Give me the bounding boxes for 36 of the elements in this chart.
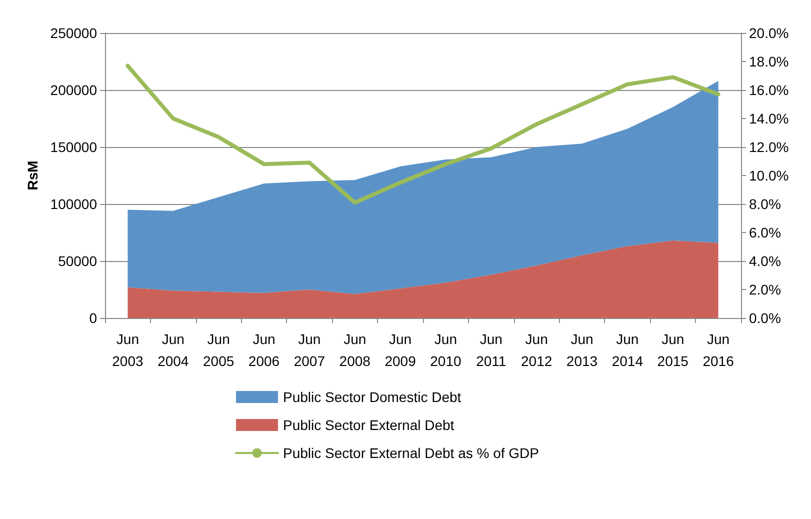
y2-tick-label: 4.0% <box>749 253 781 269</box>
y2-tick-label: 12.0% <box>749 139 789 155</box>
x-tick-label: Jun 2005 <box>202 331 234 369</box>
x-tick-label: Jun 2008 <box>339 331 371 369</box>
y-tick-label: 250000 <box>50 25 98 41</box>
y2-tick-label: 0.0% <box>749 310 781 326</box>
legend-label: Public Sector External Debt as % of GDP <box>283 445 539 461</box>
legend-label: Public Sector Domestic Debt <box>283 389 462 405</box>
x-tick-label: Jun 2006 <box>248 331 280 369</box>
x-tick-label: Jun 2012 <box>520 331 552 369</box>
x-tick-label: Jun 2015 <box>657 331 689 369</box>
x-tick-label: Jun 2007 <box>294 331 326 369</box>
y-tick-label: 200000 <box>50 82 98 98</box>
y-tick-label: 100000 <box>50 196 98 212</box>
x-tick-label: Jun 2003 <box>112 331 144 369</box>
y2-tick-label: 6.0% <box>749 224 781 240</box>
legend-label: Public Sector External Debt <box>283 417 454 433</box>
y-tick-label: 50000 <box>58 253 98 269</box>
y2-tick-label: 14.0% <box>749 110 789 126</box>
x-tick-label: Jun 2014 <box>612 331 644 369</box>
y2-tick-label: 8.0% <box>749 196 781 212</box>
y-tick-label: 0 <box>89 310 98 326</box>
y2-tick-label: 10.0% <box>749 168 789 184</box>
y2-tick-label: 18.0% <box>749 54 789 70</box>
y2-tick-label: 20.0% <box>749 25 789 41</box>
y2-tick-label: 16.0% <box>749 82 789 98</box>
y-tick-label: 150000 <box>50 139 98 155</box>
x-tick-label: Jun 2013 <box>566 331 598 369</box>
x-tick-label: Jun 2011 <box>476 331 506 369</box>
x-tick-label: Jun 2009 <box>384 331 416 369</box>
x-tick-label: Jun 2004 <box>158 331 189 369</box>
line-series <box>126 64 720 205</box>
y2-tick-label: 2.0% <box>749 282 781 298</box>
x-tick-label: Jun 2010 <box>430 331 462 369</box>
y-axis-title: RsM <box>24 160 40 190</box>
x-tick-label: Jun 2016 <box>702 331 734 369</box>
